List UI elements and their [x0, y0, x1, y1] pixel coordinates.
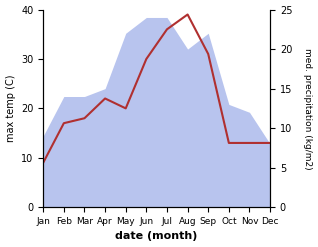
- X-axis label: date (month): date (month): [115, 231, 198, 242]
- Y-axis label: med. precipitation (kg/m2): med. precipitation (kg/m2): [303, 48, 313, 169]
- Y-axis label: max temp (C): max temp (C): [5, 75, 16, 142]
